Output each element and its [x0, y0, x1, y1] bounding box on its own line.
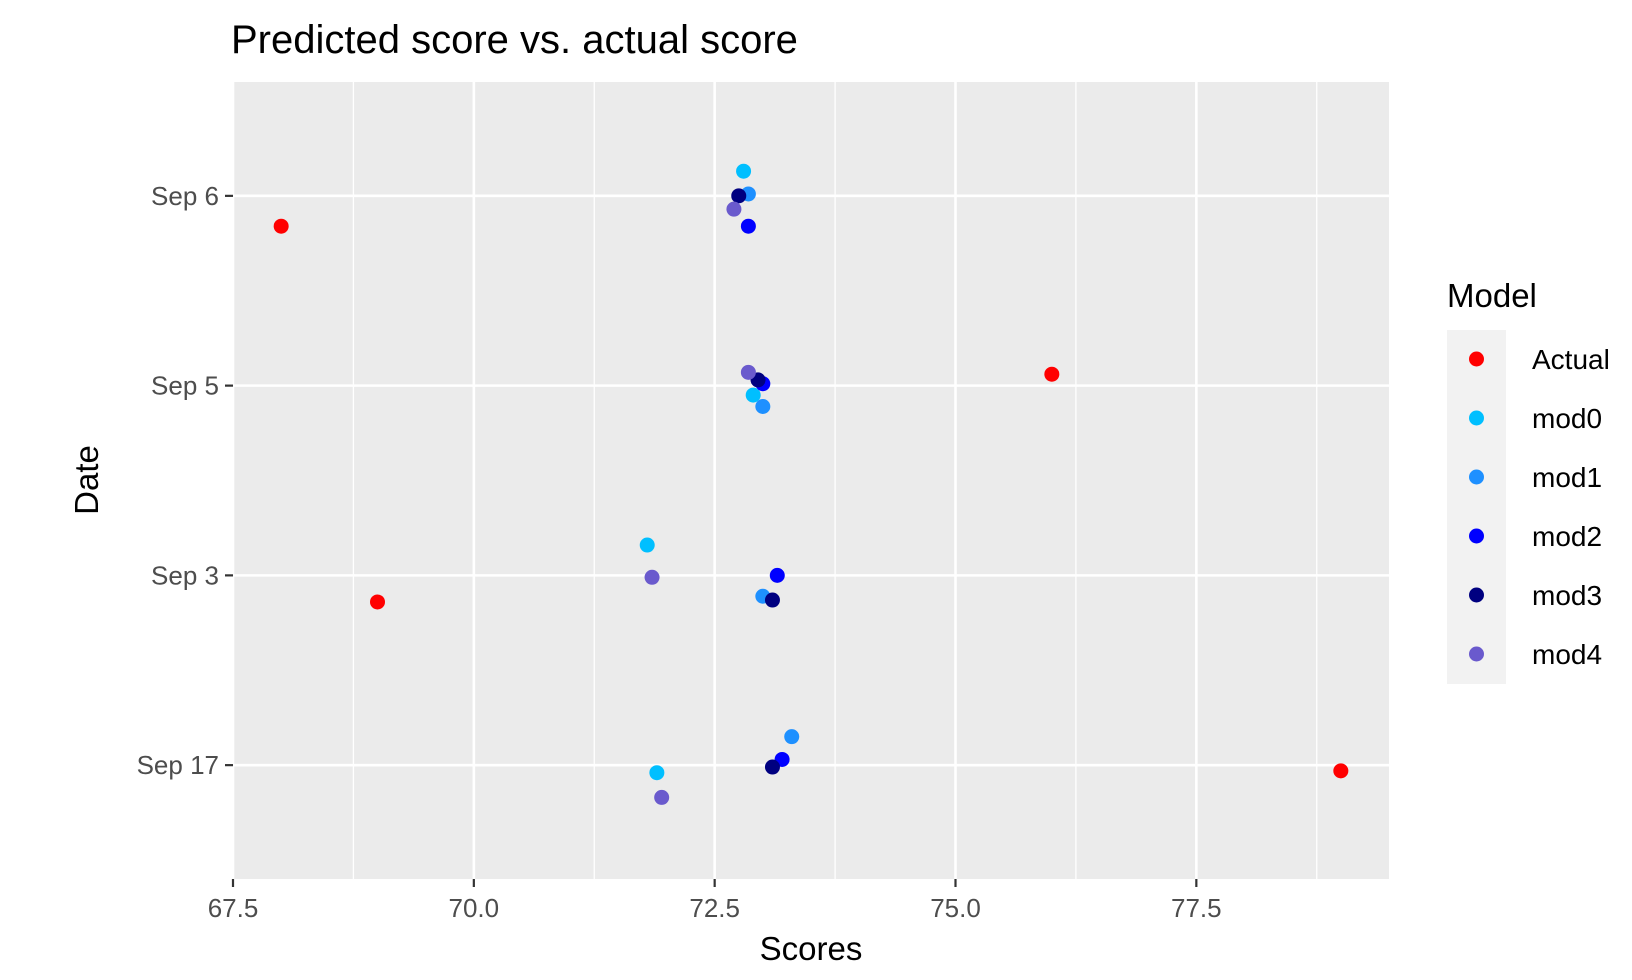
x-tick-label: 72.5 — [689, 893, 740, 923]
legend-title: Model — [1447, 277, 1537, 314]
legend: Model Actual mod0 mod1 mod2 mod3 mod4 — [1447, 277, 1610, 684]
data-point-mod0 — [639, 537, 655, 553]
data-point-mod3 — [764, 759, 780, 775]
legend-key-mod3 — [1469, 587, 1484, 603]
data-point-mod4 — [644, 569, 660, 585]
data-point-mod1 — [784, 729, 800, 745]
data-point-mod3 — [764, 592, 780, 608]
legend-label-mod2: mod2 — [1532, 521, 1602, 552]
legend-label-mod3: mod3 — [1532, 580, 1602, 611]
x-tick-label: 70.0 — [449, 893, 500, 923]
data-point-mod2 — [769, 567, 785, 583]
data-point-mod1 — [755, 398, 771, 414]
legend-key-mod4 — [1469, 646, 1484, 662]
legend-key-actual — [1469, 351, 1484, 367]
x-axis-title: Scores — [760, 930, 863, 967]
legend-label-actual: Actual — [1532, 344, 1610, 375]
data-point-actual — [1333, 763, 1349, 779]
y-axis: Sep 17 Sep 3 Sep 5 Sep 6 — [137, 181, 233, 780]
data-point-mod0 — [649, 765, 665, 781]
data-point-actual — [1044, 366, 1060, 382]
data-point-mod4 — [740, 364, 756, 380]
y-tick-label: Sep 5 — [151, 371, 219, 401]
y-tick-label: Sep 3 — [151, 560, 219, 590]
data-point-mod4 — [726, 201, 742, 217]
legend-key-mod0 — [1469, 410, 1484, 426]
legend-key-background — [1447, 330, 1506, 684]
grid-lines — [231, 82, 1389, 879]
data-point-actual — [273, 218, 289, 234]
chart-title: Predicted score vs. actual score — [231, 18, 798, 62]
x-axis: 67.5 70.0 72.5 75.0 77.5 — [208, 879, 1222, 923]
x-tick-label: 75.0 — [930, 893, 981, 923]
legend-key-mod1 — [1469, 469, 1484, 485]
data-point-mod2 — [740, 218, 756, 234]
x-tick-label: 77.5 — [1171, 893, 1222, 923]
legend-label-mod1: mod1 — [1532, 462, 1602, 493]
data-point-actual — [370, 594, 385, 610]
legend-label-mod4: mod4 — [1532, 639, 1602, 670]
data-point-mod4 — [654, 789, 670, 805]
data-point-mod0 — [736, 163, 752, 179]
y-tick-label: Sep 17 — [137, 750, 219, 780]
data-point-mod0 — [745, 387, 761, 403]
y-axis-title: Date — [68, 445, 105, 515]
x-tick-label: 67.5 — [208, 893, 259, 923]
plot-panel — [233, 82, 1389, 879]
data-points — [273, 163, 1349, 805]
legend-key-mod2 — [1469, 528, 1484, 544]
legend-label-mod0: mod0 — [1532, 403, 1602, 434]
data-point-mod3 — [731, 188, 747, 204]
y-tick-label: Sep 6 — [151, 181, 219, 211]
